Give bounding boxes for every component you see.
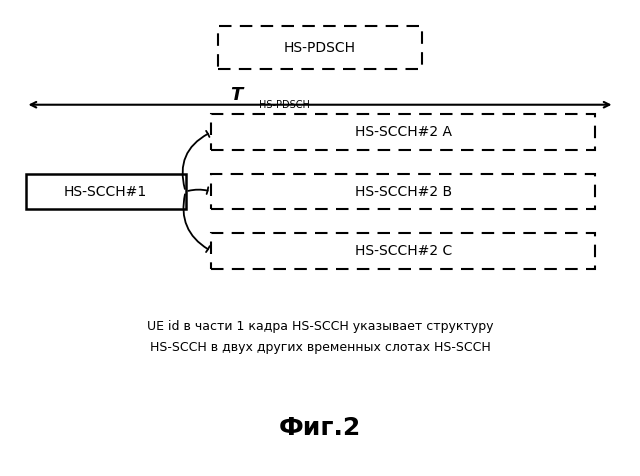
Text: HS-SCCH в двух других временных слотах HS-SCCH: HS-SCCH в двух других временных слотах H… <box>150 341 490 354</box>
Bar <box>211 114 595 150</box>
Text: Фиг.2: Фиг.2 <box>279 416 361 440</box>
Bar <box>211 233 595 269</box>
Bar <box>26 174 186 209</box>
Text: T: T <box>230 86 243 104</box>
Text: HS-SCCH#2 A: HS-SCCH#2 A <box>355 125 452 139</box>
Text: HS-SCCH#2 C: HS-SCCH#2 C <box>355 244 452 258</box>
Bar <box>218 26 422 69</box>
Text: HS-SCCH#2 B: HS-SCCH#2 B <box>355 185 452 198</box>
Text: HS-SCCH#1: HS-SCCH#1 <box>64 185 147 198</box>
Bar <box>211 174 595 209</box>
Text: HS-PDSCH: HS-PDSCH <box>259 100 310 110</box>
Text: HS-PDSCH: HS-PDSCH <box>284 40 356 55</box>
Text: UE id в части 1 кадра HS-SCCH указывает структуру: UE id в части 1 кадра HS-SCCH указывает … <box>147 319 493 333</box>
